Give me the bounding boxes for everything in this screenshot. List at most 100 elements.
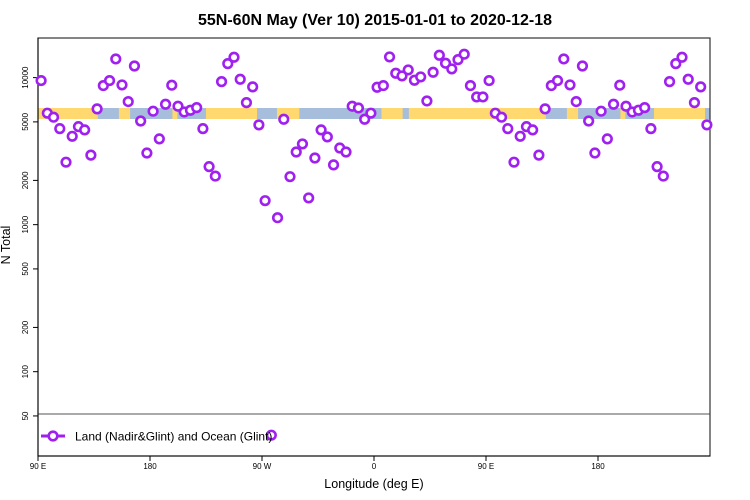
- land-segment: [381, 108, 403, 119]
- data-point: [639, 102, 651, 114]
- data-point: [402, 64, 414, 76]
- data-point: [651, 161, 663, 173]
- chart-title: 55N-60N May (Ver 10) 2015-01-01 to 2020-…: [198, 12, 552, 29]
- data-point: [383, 51, 396, 63]
- data-point: [166, 79, 178, 91]
- data-point: [290, 146, 302, 158]
- data-point: [477, 91, 489, 103]
- data-point: [234, 73, 246, 85]
- y-tick-label: 100: [21, 364, 30, 378]
- y-axis: 50 100 200 500 1000 2000 5000 10000: [21, 38, 39, 456]
- y-tick-label: 500: [21, 262, 30, 276]
- x-tick-label: 180: [143, 462, 157, 471]
- plot-frame: [37, 37, 711, 457]
- data-point: [551, 74, 564, 87]
- data-point: [589, 147, 601, 159]
- data-point: [427, 66, 439, 78]
- data-point: [663, 76, 676, 88]
- ocean-segment: [705, 108, 710, 119]
- data-point: [278, 113, 290, 125]
- y-tick-label: 5000: [21, 112, 30, 130]
- data-point: [576, 60, 589, 72]
- data-point: [595, 105, 607, 117]
- data-point: [502, 123, 514, 135]
- land-segment: [172, 108, 178, 119]
- data-point: [209, 170, 221, 182]
- data-point: [135, 115, 147, 127]
- data-point: [203, 161, 215, 173]
- y-tick-label: 200: [21, 320, 30, 334]
- x-tick-label: 90 E: [478, 462, 494, 471]
- data-point: [228, 51, 240, 63]
- data-point: [240, 97, 253, 109]
- data-point: [122, 95, 134, 108]
- data-point: [570, 95, 582, 108]
- land-segment: [118, 108, 131, 119]
- data-point: [315, 124, 327, 136]
- data-point: [495, 111, 508, 123]
- data-point: [458, 48, 470, 60]
- ocean-segment: [150, 108, 206, 119]
- y-tick-label: 2000: [21, 171, 30, 189]
- data-point: [85, 149, 97, 161]
- data-point: [128, 60, 141, 72]
- land-segment: [620, 108, 626, 119]
- data-point: [321, 131, 333, 143]
- data-point: [421, 95, 433, 107]
- y-tick-label: 1000: [21, 215, 30, 233]
- data-point: [676, 51, 688, 63]
- data-point: [701, 119, 713, 131]
- data-point: [539, 103, 551, 115]
- data-point: [91, 103, 103, 115]
- data-point: [645, 123, 657, 135]
- x-tick-label: 90 W: [253, 462, 272, 471]
- data-point: [607, 98, 620, 110]
- data-point: [558, 53, 570, 65]
- legend-marker: [47, 430, 59, 442]
- data-point: [222, 58, 234, 70]
- data-point: [147, 105, 159, 117]
- y-tick-label: 50: [21, 411, 30, 420]
- data-point: [446, 63, 458, 75]
- data-point: [215, 76, 228, 88]
- y-axis-label: N Total: [0, 226, 13, 265]
- data-point: [340, 146, 352, 158]
- data-point: [197, 123, 209, 135]
- data-point: [682, 73, 694, 85]
- data-point: [141, 147, 153, 159]
- data-point: [103, 74, 116, 87]
- data-point: [564, 79, 576, 91]
- data-point: [359, 113, 371, 125]
- data-point: [415, 71, 427, 83]
- data-point: [483, 74, 495, 87]
- data-point: [110, 53, 122, 65]
- data-point: [47, 111, 60, 123]
- data-point: [527, 124, 539, 136]
- data-point: [35, 74, 47, 87]
- data-point: [66, 130, 78, 142]
- data-point: [508, 156, 520, 168]
- data-point: [253, 119, 265, 131]
- data-point: [688, 97, 701, 109]
- data-point: [601, 133, 613, 145]
- data-point: [271, 212, 284, 224]
- x-tick-label: 90 E: [30, 462, 46, 471]
- data-point: [54, 123, 66, 135]
- data-point: [514, 130, 526, 142]
- x-axis-label: Longitude (deg E): [324, 477, 423, 491]
- data-point: [79, 124, 91, 136]
- data-point: [695, 81, 707, 93]
- data-point: [583, 115, 595, 127]
- data-point: [191, 102, 203, 114]
- y-tick-label: 10000: [21, 66, 30, 89]
- x-axis: 90 E 180 90 W 0 90 E 180: [30, 455, 710, 471]
- data-point: [657, 170, 669, 182]
- data-point: [247, 81, 259, 93]
- legend: Land (Nadir&Glint) and Ocean (Glint): [41, 430, 272, 444]
- data-point: [259, 195, 271, 207]
- ocean-segment: [257, 108, 277, 119]
- legend-label: Land (Nadir&Glint) and Ocean (Glint): [75, 430, 272, 444]
- data-point: [433, 49, 445, 61]
- data-point: [614, 79, 626, 91]
